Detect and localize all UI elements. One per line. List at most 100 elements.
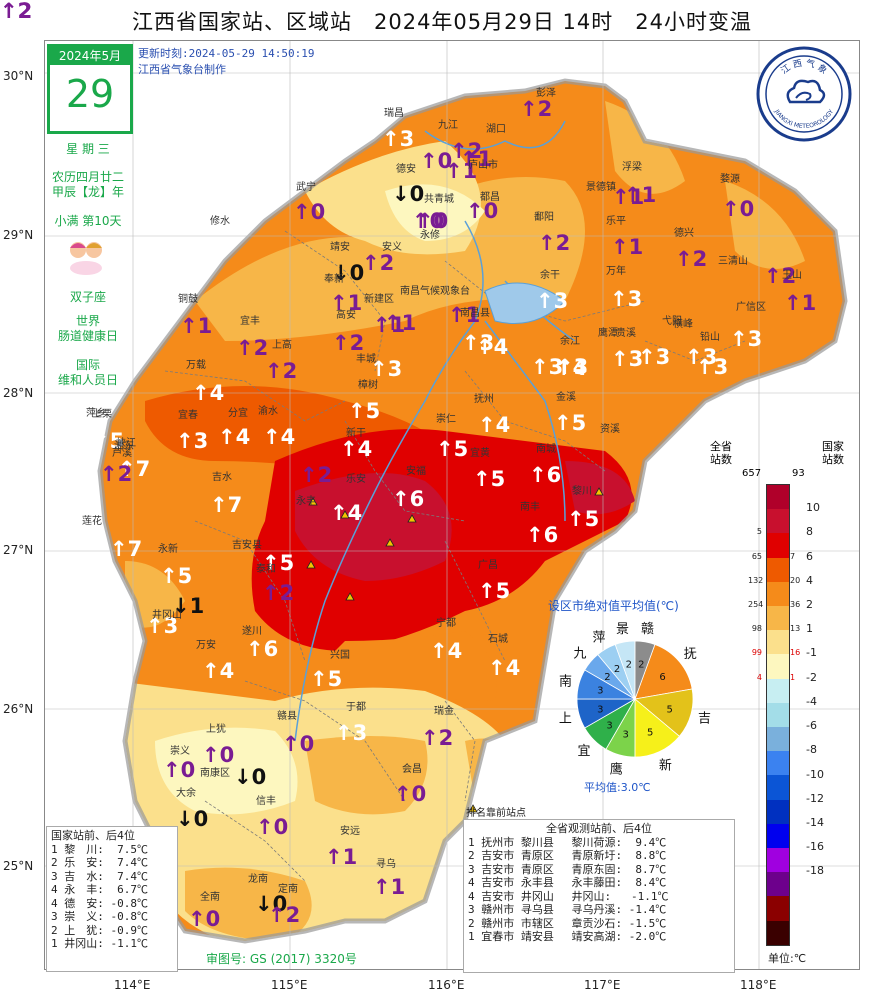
station-marker[interactable]: ↑2	[0, 0, 32, 22]
station-marker[interactable]: ↑2	[764, 265, 796, 287]
station-marker[interactable]: ↑4	[330, 502, 362, 524]
station-marker[interactable]: ↑0	[163, 759, 195, 781]
station-marker[interactable]: ↑2	[236, 337, 268, 359]
station-marker[interactable]: ↑3	[176, 430, 208, 452]
station-marker[interactable]: ↑0	[466, 200, 498, 222]
station-marker[interactable]: ↑1	[330, 292, 362, 314]
station-marker[interactable]: ↓0	[332, 262, 364, 284]
station-marker[interactable]: ↑1	[460, 148, 492, 170]
station-marker[interactable]: ↑1	[445, 160, 477, 182]
station-marker[interactable]: ↑1	[373, 876, 405, 898]
station-marker[interactable]: ↑3	[638, 346, 670, 368]
station-marker[interactable]: ↓1	[172, 595, 204, 617]
station-marker[interactable]: ↑5	[262, 552, 294, 574]
station-marker[interactable]: ↑0	[188, 908, 220, 930]
station-marker[interactable]: ↑6	[246, 638, 278, 660]
station-marker[interactable]: ↑1	[384, 312, 416, 334]
station-marker[interactable]: ↑3	[685, 346, 717, 368]
station-marker[interactable]: ↑2	[0, 0, 32, 22]
station-marker[interactable]: ↓0	[255, 893, 287, 915]
station-marker[interactable]: ↑1	[784, 292, 816, 314]
station-marker[interactable]: ↑2	[362, 252, 394, 274]
station-marker[interactable]: ↑3	[556, 356, 588, 378]
station-marker[interactable]: ↑1	[373, 314, 405, 336]
station-marker[interactable]: ↑4	[430, 640, 462, 662]
station-marker[interactable]: ↑2	[262, 582, 294, 604]
station-marker[interactable]: ↑3	[611, 348, 643, 370]
station-marker[interactable]: ↓0	[392, 183, 424, 205]
place-name: 安义	[382, 242, 402, 253]
station-marker[interactable]: ↑6	[529, 464, 561, 486]
station-marker[interactable]: ↑4	[263, 426, 295, 448]
station-marker[interactable]: ↑3	[536, 290, 568, 312]
station-marker[interactable]: ↑2	[300, 464, 332, 486]
station-marker[interactable]: ↑4	[488, 657, 520, 679]
station-marker[interactable]: ↑1	[448, 304, 480, 326]
station-marker[interactable]: ↑6	[392, 488, 424, 510]
station-marker[interactable]: ↑5	[478, 580, 510, 602]
place-name: 分宜	[228, 408, 248, 419]
station-marker[interactable]: ↑7	[118, 458, 150, 480]
station-marker[interactable]: ↑0	[256, 816, 288, 838]
station-marker[interactable]: ↑4	[478, 414, 510, 436]
station-marker[interactable]: ↑0	[293, 201, 325, 223]
station-marker[interactable]: ↑4	[476, 336, 508, 358]
station-value: 4	[235, 425, 251, 449]
station-marker[interactable]: ↑3	[462, 332, 494, 354]
station-marker[interactable]: ↑3	[696, 356, 728, 378]
station-marker[interactable]: ↑0	[202, 744, 234, 766]
station-marker[interactable]: ↑2	[675, 248, 707, 270]
station-marker[interactable]: ↑1	[611, 236, 643, 258]
station-marker[interactable]: ↑1	[612, 186, 644, 208]
station-marker[interactable]: ↑0	[394, 783, 426, 805]
station-marker[interactable]: ↑3	[370, 358, 402, 380]
pie-slice[interactable]	[634, 640, 656, 700]
station-marker[interactable]: ↑2	[332, 332, 364, 354]
station-marker[interactable]: ↑3	[200, 236, 232, 258]
station-marker[interactable]: ↑0	[416, 210, 448, 232]
station-marker[interactable]: ↑5	[92, 430, 124, 452]
station-marker[interactable]: ↑4	[555, 357, 587, 379]
station-marker[interactable]: ↑1	[624, 184, 656, 206]
station-marker[interactable]: ↑5	[567, 508, 599, 530]
station-marker[interactable]: ↑2	[265, 360, 297, 382]
station-marker[interactable]: ↑5	[310, 668, 342, 690]
station-marker[interactable]: ↑0	[722, 198, 754, 220]
station-marker[interactable]: ↑0	[282, 733, 314, 755]
map-area[interactable]	[44, 40, 860, 970]
station-marker[interactable]: ↑5	[160, 565, 192, 587]
station-marker[interactable]: ↑3	[146, 615, 178, 637]
station-marker[interactable]: ↑5	[554, 412, 586, 434]
station-marker[interactable]: ↑1	[325, 846, 357, 868]
station-marker[interactable]: ↑0	[412, 210, 444, 232]
pie-slice[interactable]	[634, 644, 693, 700]
station-marker[interactable]: ↑3	[531, 356, 563, 378]
station-marker[interactable]: ↑2	[421, 727, 453, 749]
station-marker[interactable]: ↑2	[450, 140, 482, 162]
station-marker[interactable]: ↑5	[473, 468, 505, 490]
station-marker[interactable]: ↑3	[382, 128, 414, 150]
legend-count-left: 65	[751, 551, 762, 561]
station-marker[interactable]: ↑5	[348, 400, 380, 422]
station-marker[interactable]: ↑3	[610, 288, 642, 310]
station-marker[interactable]: ↑4	[192, 382, 224, 404]
station-marker[interactable]: ↑0	[420, 150, 452, 172]
station-marker[interactable]: ↑5	[436, 438, 468, 460]
station-marker[interactable]: ↑6	[526, 524, 558, 546]
station-marker[interactable]: ↑3	[335, 722, 367, 744]
station-marker[interactable]: ↑4	[202, 660, 234, 682]
station-marker[interactable]: ↑2	[538, 232, 570, 254]
station-marker[interactable]: ↑4	[218, 426, 250, 448]
station-marker[interactable]: ↑2	[268, 904, 300, 926]
station-marker[interactable]: ↑1	[180, 315, 212, 337]
station-marker[interactable]: ↑4	[340, 438, 372, 460]
station-marker[interactable]: ↓0	[234, 766, 266, 788]
arrow-up-icon: ↑	[202, 743, 220, 767]
station-marker[interactable]: ↑3	[730, 328, 762, 350]
station-marker[interactable]: ↑2	[520, 98, 552, 120]
station-marker[interactable]: ↑7	[110, 538, 142, 560]
station-marker[interactable]: ↑7	[210, 494, 242, 516]
station-marker[interactable]: ↑2	[100, 463, 132, 485]
national-rank-box: 国家站前、后4位 1 黎 川: 7.5℃ 2 乐 安: 7.4℃ 3 吉 水: 7.…	[46, 826, 178, 972]
station-marker[interactable]: ↓0	[176, 808, 208, 830]
